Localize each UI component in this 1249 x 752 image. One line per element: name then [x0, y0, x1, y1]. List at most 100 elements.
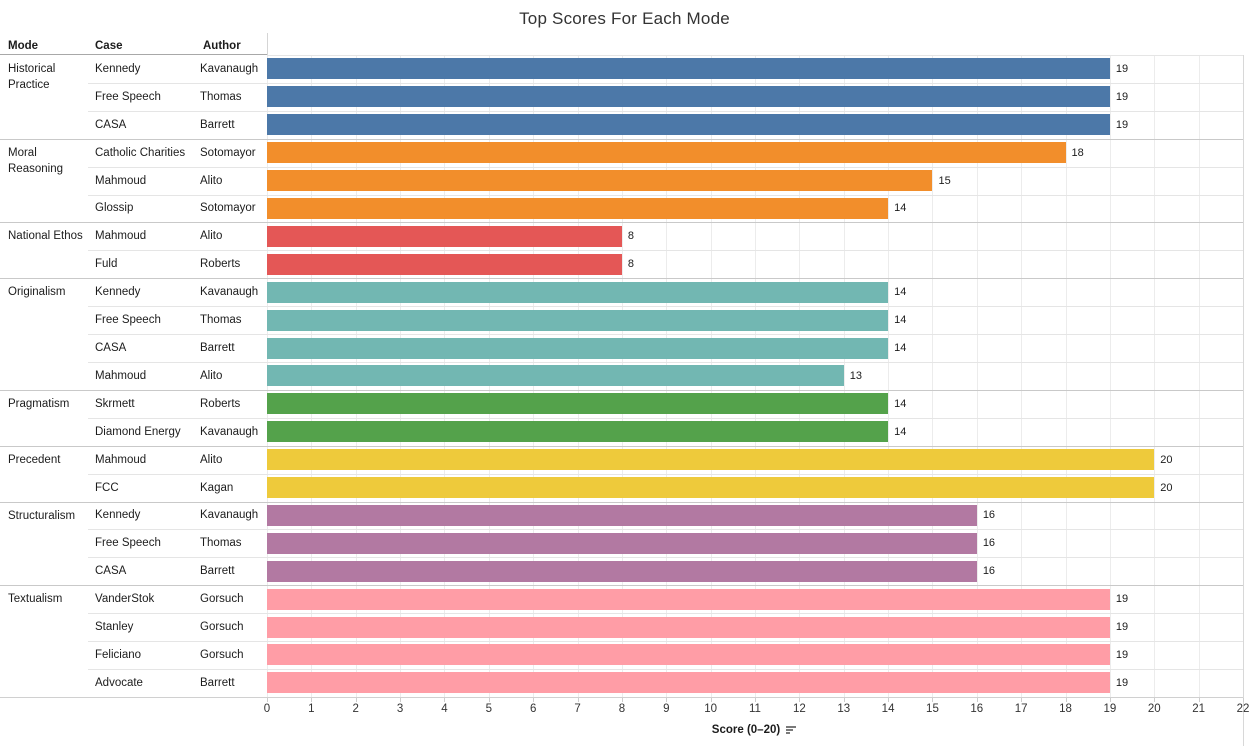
column-header-mode[interactable]: Mode [8, 40, 39, 52]
bar[interactable] [267, 477, 1155, 499]
case-cell[interactable]: Free Speech [95, 314, 161, 327]
case-cell[interactable]: Feliciano [95, 648, 142, 661]
author-cell[interactable]: Sotomayor [200, 146, 256, 159]
author-cell[interactable]: Alito [200, 369, 223, 382]
mode-cell[interactable]: Textualism [8, 593, 63, 606]
bar[interactable] [267, 337, 889, 359]
tick-label: 1 [308, 703, 315, 715]
bar[interactable] [267, 672, 1110, 694]
bar[interactable] [267, 281, 889, 303]
bar[interactable] [267, 58, 1110, 80]
mode-cell[interactable]: National Ethos [8, 230, 83, 243]
author-cell[interactable]: Thomas [200, 90, 242, 103]
column-header-author[interactable]: Author [203, 40, 241, 52]
case-cell[interactable]: Glossip [95, 202, 134, 215]
bar[interactable] [267, 253, 622, 275]
bar[interactable] [267, 197, 889, 219]
case-cell[interactable]: Kennedy [95, 62, 141, 75]
bar[interactable] [267, 532, 977, 554]
author-cell[interactable]: Alito [200, 230, 223, 243]
bar[interactable] [267, 504, 977, 526]
case-cell[interactable]: CASA [95, 565, 127, 578]
case-cell[interactable]: Fuld [95, 258, 118, 271]
case-cell[interactable]: Mahmoud [95, 230, 147, 243]
table-row: Historical Practice Kennedy Kavanaugh 19 [0, 55, 1243, 91]
bar[interactable] [267, 114, 1110, 136]
case-cell[interactable]: CASA [95, 342, 127, 355]
mode-cell[interactable]: Structuralism [8, 509, 76, 522]
mode-cell[interactable]: Pragmatism [8, 397, 70, 410]
bar-value-label: 16 [982, 509, 996, 522]
mode-cell[interactable]: Moral Reasoning [8, 146, 63, 175]
bar-area: 14 [267, 418, 1243, 446]
bar-value-label: 19 [1115, 90, 1129, 103]
bar[interactable] [267, 142, 1066, 164]
sort-descending-icon[interactable] [786, 725, 798, 735]
author-cell[interactable]: Sotomayor [200, 202, 256, 215]
author-cell[interactable]: Gorsuch [200, 648, 244, 661]
author-cell[interactable]: Alito [200, 174, 223, 187]
author-cell[interactable]: Kavanaugh [200, 62, 259, 75]
case-cell[interactable]: Stanley [95, 621, 134, 634]
bar[interactable] [267, 421, 889, 443]
case-cell[interactable]: Diamond Energy [95, 425, 181, 438]
author-cell[interactable]: Roberts [200, 258, 241, 271]
author-cell[interactable]: Kavanaugh [200, 286, 259, 299]
bar[interactable] [267, 365, 844, 387]
bar[interactable] [267, 449, 1155, 471]
author-cell[interactable]: Kagan [200, 481, 234, 494]
tick-label: 19 [1103, 703, 1117, 715]
author-cell[interactable]: Alito [200, 453, 223, 466]
case-cell[interactable]: Kennedy [95, 509, 141, 522]
author-cell[interactable]: Gorsuch [200, 621, 244, 634]
author-cell[interactable]: Thomas [200, 314, 242, 327]
table-row: Free Speech Thomas 16 [0, 529, 1243, 557]
tick-label: 5 [485, 703, 493, 715]
bar[interactable] [267, 644, 1110, 666]
column-header-case[interactable]: Case [95, 40, 123, 52]
tick-mark [976, 698, 978, 702]
case-cell[interactable]: FCC [95, 481, 119, 494]
bar-value-label: 16 [982, 537, 996, 550]
case-cell[interactable]: Free Speech [95, 90, 161, 103]
case-cell[interactable]: CASA [95, 118, 127, 131]
author-cell[interactable]: Gorsuch [200, 593, 244, 606]
bar[interactable] [267, 170, 933, 192]
bar-value-label: 19 [1115, 118, 1129, 131]
case-cell[interactable]: Mahmoud [95, 369, 147, 382]
author-cell[interactable]: Barrett [200, 342, 235, 355]
row-separator [88, 110, 1243, 112]
gridline [843, 55, 845, 697]
case-cell[interactable]: Catholic Charities [95, 146, 186, 159]
case-cell[interactable]: Advocate [95, 676, 143, 689]
author-cell[interactable]: Barrett [200, 118, 235, 131]
mode-cell[interactable]: Historical Practice [8, 63, 56, 91]
bar[interactable] [267, 225, 622, 247]
bar[interactable] [267, 309, 889, 331]
chart-title: Top Scores For Each Mode [519, 9, 730, 28]
gridline [1154, 55, 1156, 697]
bar[interactable] [267, 588, 1110, 610]
bar[interactable] [267, 616, 1110, 638]
author-cell[interactable]: Barrett [200, 565, 235, 578]
bar[interactable] [267, 393, 889, 415]
row-separator [267, 55, 1243, 56]
bar[interactable] [267, 86, 1110, 108]
case-cell[interactable]: VanderStok [95, 593, 155, 606]
author-cell[interactable]: Kavanaugh [200, 509, 259, 522]
case-cell[interactable]: Free Speech [95, 537, 161, 550]
mode-cell[interactable]: Originalism [8, 286, 66, 299]
tick-label: 9 [663, 703, 670, 715]
case-cell[interactable]: Skrmett [95, 397, 135, 410]
author-cell[interactable]: Barrett [200, 676, 235, 689]
bar[interactable] [267, 560, 977, 582]
row-separator [88, 250, 1243, 252]
case-cell[interactable]: Mahmoud [95, 174, 147, 187]
author-cell[interactable]: Kavanaugh [200, 425, 259, 438]
author-cell[interactable]: Thomas [200, 537, 242, 550]
case-cell[interactable]: Mahmoud [95, 453, 147, 466]
mode-cell[interactable]: Precedent [8, 453, 61, 466]
author-cell[interactable]: Roberts [200, 397, 241, 410]
case-cell[interactable]: Kennedy [95, 286, 141, 299]
